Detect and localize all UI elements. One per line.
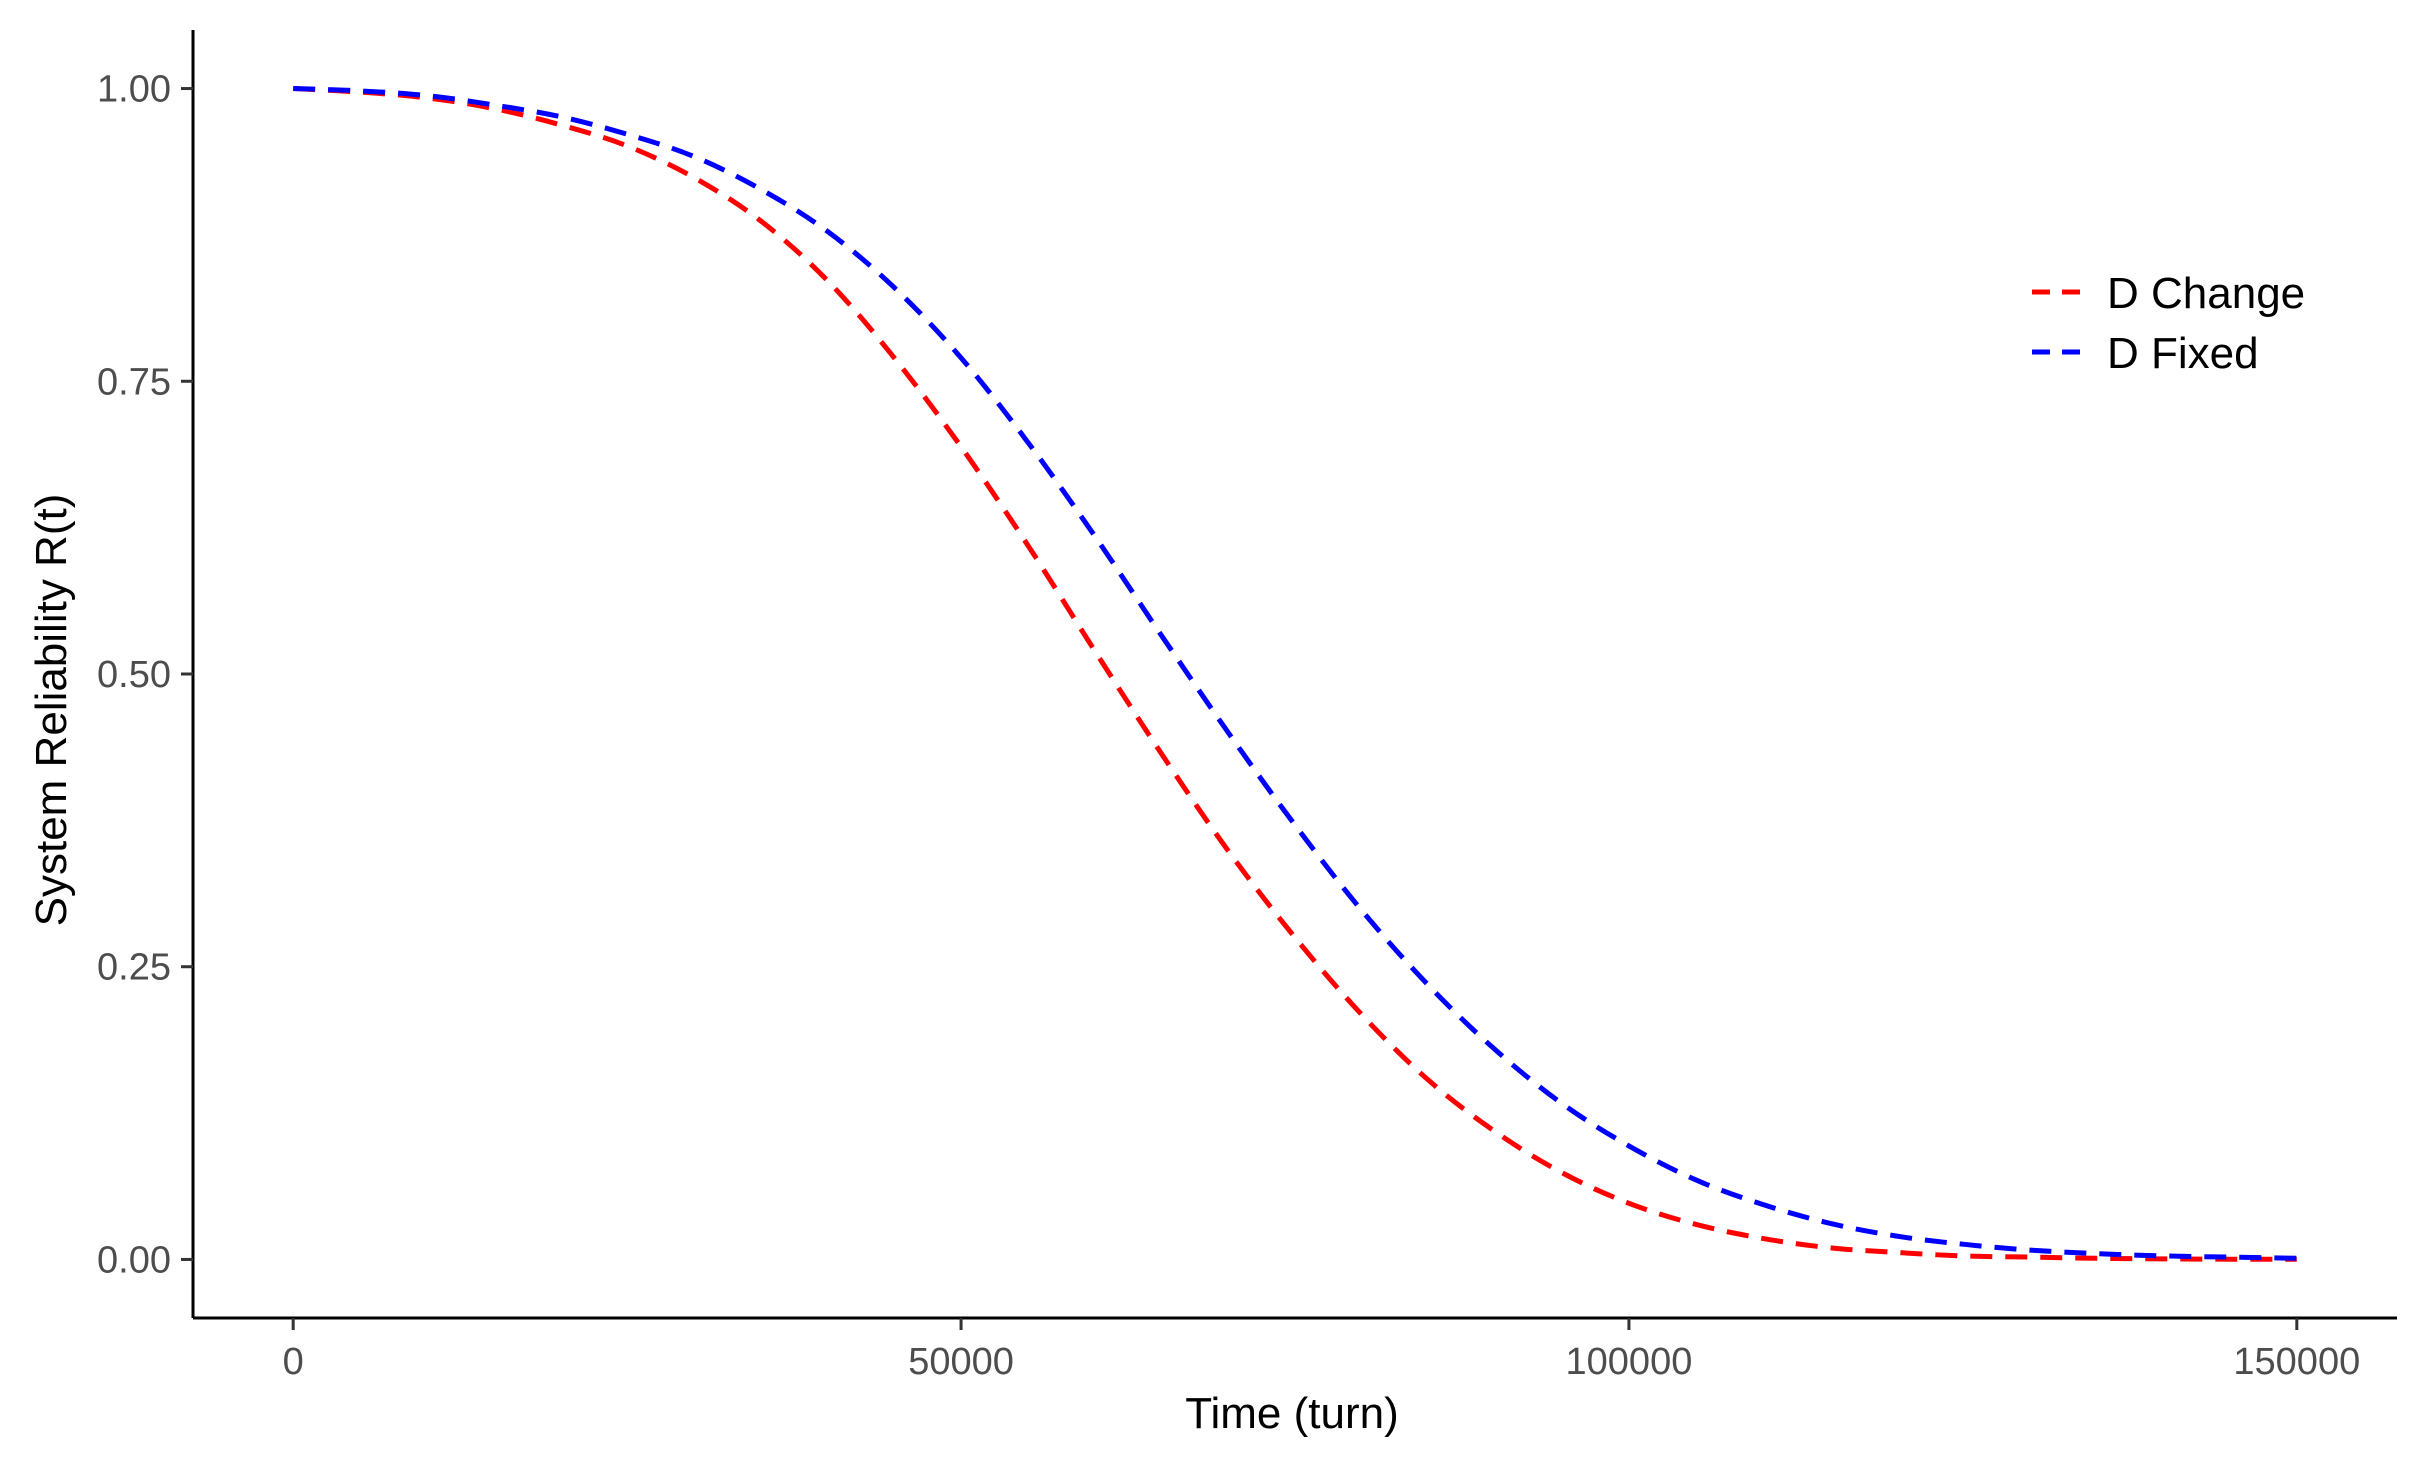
y-tick-label: 0.00 (97, 1239, 171, 1281)
x-tick-label: 100000 (1566, 1341, 1693, 1383)
legend-label: D Change (2107, 269, 2305, 318)
y-tick-label: 0.25 (97, 947, 171, 989)
series-line-d-fixed (293, 86, 2297, 1261)
y-tick-label: 0.50 (97, 654, 171, 696)
x-tick-label: 150000 (2233, 1341, 2360, 1383)
axes: 0 50000 100000 150000 0.00 0.25 0.50 0.75 1.00 (97, 30, 2397, 1383)
y-axis-title: System Reliability R(t) (27, 494, 76, 927)
series-line-d-change (293, 86, 2297, 1262)
y-tick-label: 1.00 (97, 69, 171, 111)
legend: D Change D Fixed (2032, 269, 2305, 378)
series-lines (293, 86, 2297, 1262)
x-tick-label: 0 (283, 1341, 304, 1383)
x-axis-title: Time (turn) (1185, 1389, 1399, 1438)
legend-label: D Fixed (2107, 329, 2259, 378)
y-tick-label: 0.75 (97, 361, 171, 403)
x-tick-label: 50000 (908, 1341, 1014, 1383)
